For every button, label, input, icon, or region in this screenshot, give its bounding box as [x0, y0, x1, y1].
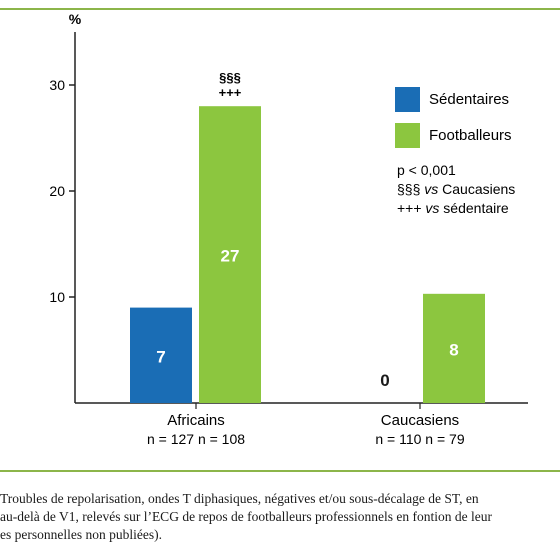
x-category-label: Africains	[167, 412, 225, 429]
bar-value-label: 8	[449, 340, 458, 359]
caption-line-3: es personnelles non publiées).	[0, 527, 162, 542]
x-category-count: n = 110 n = 79	[375, 431, 464, 447]
x-category-label: Caucasiens	[381, 412, 459, 429]
bar-value-label: 27	[221, 247, 240, 266]
y-tick-label: 30	[49, 77, 65, 93]
legend-note: p < 0,001	[397, 162, 456, 178]
chart-labels: Africains n = 127 n = 108 7 27 Caucasiens n =…	[147, 70, 465, 447]
legend-label: Footballeurs	[429, 127, 512, 144]
legend-note: +++ vs sédentaire	[397, 200, 509, 216]
legend-swatch	[395, 87, 420, 112]
figure-caption: Troubles de repolarisation, ondes T diph…	[0, 490, 560, 544]
significance-marker-caucasiens: §§§	[219, 70, 241, 85]
chart-bars	[130, 106, 485, 403]
legend-label: Sédentaires	[429, 91, 509, 108]
bar-value-label: 7	[156, 347, 165, 366]
bar	[130, 307, 192, 403]
bar-chart: % 10 20 30 Africains n = 127 n = 108 7 27 Cauca…	[49, 11, 528, 447]
y-tick-label: 10	[49, 289, 65, 305]
bar	[423, 293, 485, 403]
x-category-count: n = 127 n = 108	[147, 431, 245, 447]
bottom-rule	[0, 470, 560, 472]
bar	[199, 106, 261, 403]
y-unit-label: %	[69, 11, 82, 27]
legend-note: §§§ vs Caucasiens	[397, 181, 515, 197]
caption-line-1: Troubles de repolarisation, ondes T diph…	[0, 491, 479, 506]
top-rule	[0, 8, 560, 10]
y-tick-label: 20	[49, 183, 65, 199]
significance-marker-sedentaire: +++	[219, 85, 242, 100]
chart-legend: Sédentaires Footballeurs p < 0,001 §§§ vs C…	[395, 87, 515, 216]
legend-swatch	[395, 123, 420, 148]
bar-value-label: 0	[380, 371, 389, 390]
caption-line-2: au-delà de V1, relevés sur l’ECG de repo…	[0, 509, 492, 524]
